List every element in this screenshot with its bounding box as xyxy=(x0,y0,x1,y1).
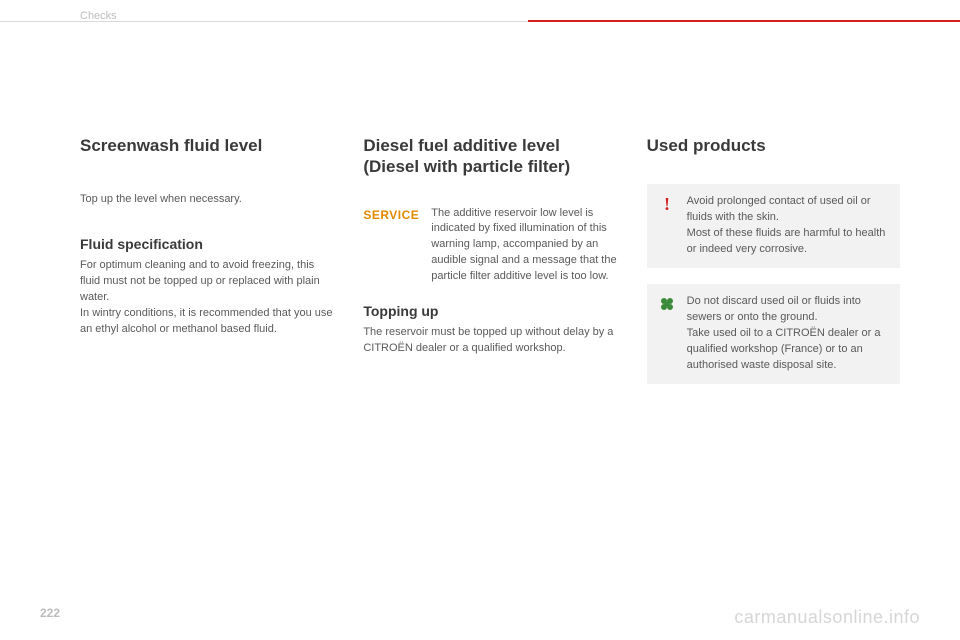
text-eco: Do not discard used oil or fluids into s… xyxy=(687,294,886,374)
page-number: 222 xyxy=(40,606,60,620)
heading-screenwash: Screenwash fluid level xyxy=(80,135,333,156)
service-row: SERVICE The additive reservoir low level… xyxy=(363,206,616,286)
text-fluid-spec-1: For optimum cleaning and to avoid freezi… xyxy=(80,258,333,306)
heading-topping-up: Topping up xyxy=(363,303,616,319)
watermark: carmanualsonline.info xyxy=(734,607,920,628)
column-used-products: Used products ! Avoid prolonged contact … xyxy=(647,135,900,400)
column-screenwash: Screenwash fluid level Top up the level … xyxy=(80,135,333,400)
heading-diesel: Diesel fuel additive level (Diesel with … xyxy=(363,135,616,178)
warning-box: ! Avoid prolonged contact of used oil or… xyxy=(647,184,900,268)
service-icon: SERVICE xyxy=(363,208,419,222)
top-rule-red xyxy=(528,20,960,22)
section-label: Checks xyxy=(80,10,117,22)
text-warning: Avoid prolonged contact of used oil or f… xyxy=(687,194,886,258)
heading-used-products: Used products xyxy=(647,135,900,156)
content-columns: Screenwash fluid level Top up the level … xyxy=(80,135,900,400)
text-fluid-spec-2: In wintry conditions, it is recommended … xyxy=(80,306,333,338)
top-rule xyxy=(0,20,960,22)
exclamation-icon: ! xyxy=(657,196,677,258)
text-service-body: The additive reservoir low level is indi… xyxy=(431,206,616,286)
text-screenwash-intro: Top up the level when necessary. xyxy=(80,192,333,208)
clover-icon xyxy=(657,296,677,374)
svg-text:!: ! xyxy=(664,196,670,214)
column-diesel: Diesel fuel additive level (Diesel with … xyxy=(363,135,616,400)
manual-page: Checks Screenwash fluid level Top up the… xyxy=(0,0,960,640)
eco-box: Do not discard used oil or fluids into s… xyxy=(647,284,900,384)
heading-fluid-spec: Fluid specification xyxy=(80,236,333,252)
text-topping-up: The reservoir must be topped up without … xyxy=(363,325,616,357)
